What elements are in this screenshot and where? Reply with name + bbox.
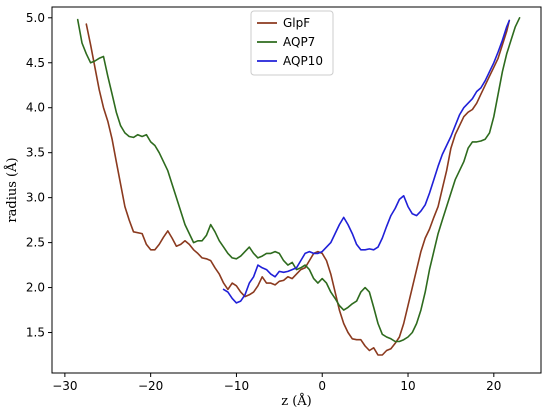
y-axis-label: radius (Å) bbox=[4, 157, 20, 222]
x-axis-label: z (Å) bbox=[281, 393, 312, 409]
legend: GlpF AQP7 AQP10 bbox=[250, 10, 334, 76]
y-tick-label: 4.0 bbox=[26, 101, 45, 115]
x-tick-label: 10 bbox=[400, 379, 415, 393]
legend-box bbox=[250, 10, 334, 76]
x-tick-label: −20 bbox=[138, 379, 163, 393]
y-tick-label: 5.0 bbox=[26, 11, 45, 25]
legend-label-aqp10: AQP10 bbox=[283, 54, 323, 68]
plot-frame bbox=[51, 6, 542, 374]
series-line-aqp10 bbox=[222, 19, 511, 304]
legend-label-glpf: GlpF bbox=[283, 16, 310, 30]
y-tick-label: 3.0 bbox=[26, 191, 45, 205]
y-tick-label: 4.5 bbox=[26, 56, 45, 70]
x-tick-label: 0 bbox=[318, 379, 326, 393]
x-tick-label: −10 bbox=[224, 379, 249, 393]
series-line-aqp7 bbox=[76, 17, 521, 343]
y-tick-label: 3.5 bbox=[26, 146, 45, 160]
series-line-glpf bbox=[85, 19, 511, 356]
y-tick-label: 2.0 bbox=[26, 281, 45, 295]
y-tick-label: 1.5 bbox=[26, 326, 45, 340]
x-tick-label: 20 bbox=[486, 379, 501, 393]
legend-label-aqp7: AQP7 bbox=[283, 35, 315, 49]
series-layer bbox=[76, 17, 521, 356]
ticks-layer: −30 −20 −10 0 10 20 1.5 2.0 2.5 3.0 3.5 4.0 4.5 5.0 bbox=[26, 11, 502, 393]
y-tick-label: 2.5 bbox=[26, 236, 45, 250]
x-tick-label: −30 bbox=[52, 379, 77, 393]
